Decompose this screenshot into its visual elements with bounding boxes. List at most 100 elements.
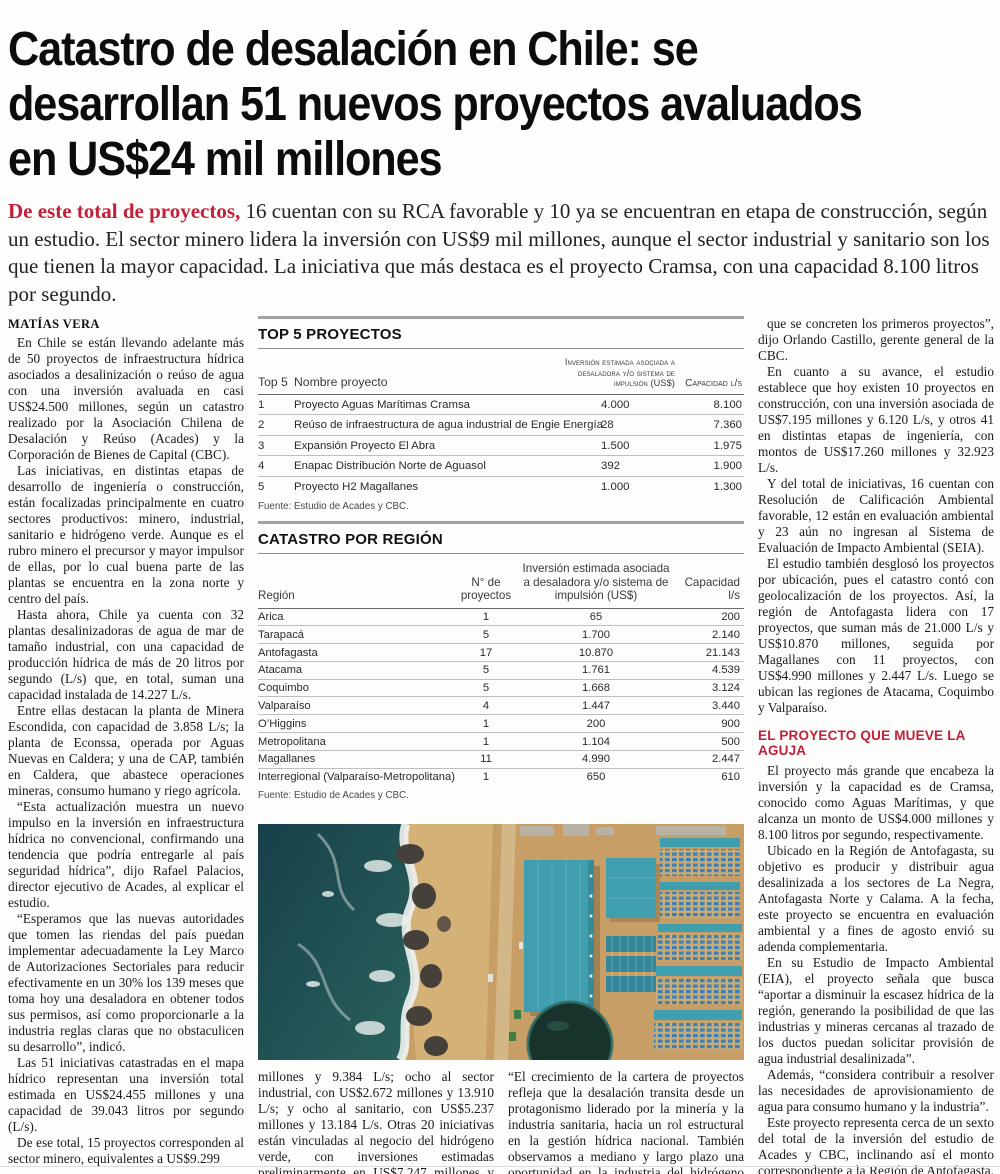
body-paragraph: Y del total de iniciativas, 16 cuentan c… xyxy=(758,476,994,555)
table-cell: 500 xyxy=(674,731,744,751)
middle-bottom-left: millones y 9.384 L/s; ocho al sector ind… xyxy=(258,1069,494,1174)
table-catastro-header: Región N° de proyectos Inversión estimad… xyxy=(258,554,744,609)
table-top5-block: TOP 5 PROYECTOS Top 5 Nombre proyecto In… xyxy=(258,316,744,521)
table-cell: 1.761 xyxy=(518,660,674,680)
headline-line: en US$24 mil millones xyxy=(8,133,443,186)
table-cell: 1 xyxy=(454,767,518,786)
body-paragraph: “El crecimiento de la cartera de proyect… xyxy=(508,1069,744,1174)
table-catastro-body: Arica 1 65 200 Tarapacá 5 1.700 2.140 Antofagast… xyxy=(258,608,744,786)
table-cell: 1.104 xyxy=(518,731,674,751)
table-cell: 1.300 xyxy=(675,475,744,496)
col-header-rank: Top 5 xyxy=(258,349,294,395)
table-cell: 4 xyxy=(258,455,294,476)
table-row: Antofagasta 17 10.870 21.143 xyxy=(258,643,744,662)
table-cell: 4.539 xyxy=(674,660,744,680)
table-cell: 1.500 xyxy=(557,434,675,456)
table-cell: 5 xyxy=(454,678,518,697)
body-paragraph: En su Estudio de Impacto Ambiental (EIA)… xyxy=(758,955,994,1066)
table-cell: 21.143 xyxy=(674,643,744,662)
table-cell: 1.447 xyxy=(518,696,674,715)
table-catastro-title: CATASTRO POR REGIÓN xyxy=(258,524,744,554)
photo-rocks xyxy=(396,844,451,1057)
col-header-region: Región xyxy=(258,554,454,609)
table-cell: 10.870 xyxy=(518,643,674,662)
body-paragraph: El estudio también desglosó los proyecto… xyxy=(758,556,994,715)
body-paragraph: millones y 9.384 L/s; ocho al sector ind… xyxy=(258,1069,494,1174)
table-row: Coquimbo 5 1.668 3.124 xyxy=(258,678,744,697)
table-cell: Antofagasta xyxy=(258,643,454,662)
table-cell: 5 xyxy=(258,475,294,496)
table-cell: 7.360 xyxy=(675,414,744,435)
table-cell: 1.668 xyxy=(518,678,674,697)
table-top5-source: Fuente: Estudio de Acades y CBC. xyxy=(258,501,409,512)
headline-line: desarrollan 51 nuevos proyectos avaluado… xyxy=(8,78,863,131)
table-row: Interregional (Valparaíso-Metropolitana)… xyxy=(258,767,744,786)
lede-text: 16 cuentan con su RCA favorable y 10 ya … xyxy=(8,199,990,306)
table-cell: Expansión Proyecto El Abra xyxy=(294,434,557,456)
column-right-top-paragraphs: que se concreten los primeros proyectos”… xyxy=(758,316,994,716)
col-header-capacity: Capacidad l/s xyxy=(675,349,744,395)
middle-bottom-right: “El crecimiento de la cartera de proyect… xyxy=(508,1069,744,1174)
photo-green-details xyxy=(509,1010,521,1042)
body-paragraph: que se concreten los primeros proyectos”… xyxy=(758,316,994,363)
table-catastro: Región N° de proyectos Inversión estimad… xyxy=(258,554,744,786)
photo-vehicles xyxy=(488,942,523,983)
table-cell: Valparaíso xyxy=(258,696,454,715)
table-row: Arica 1 65 200 xyxy=(258,608,744,626)
table-cell: 1.700 xyxy=(518,625,674,644)
col-header-num-projects: N° de proyectos xyxy=(454,554,518,609)
lede-lead-in: De este total de proyectos, xyxy=(8,199,241,223)
col-header-investment: Inversión estimada asociada a desaladora… xyxy=(518,554,674,609)
table-cell: 3 xyxy=(258,434,294,456)
article-headline: Catastro de desalación en Chile: se desa… xyxy=(8,22,996,187)
page-bottom-rule xyxy=(0,1166,1000,1167)
table-cell: 2 xyxy=(258,414,294,435)
table-cell: Magallanes xyxy=(258,749,454,769)
col-header-name: Nombre proyecto xyxy=(294,349,557,395)
table-cell: 28 xyxy=(557,414,675,435)
table-row: Tarapacá 5 1.700 2.140 xyxy=(258,625,744,644)
photo-ocean xyxy=(258,824,415,1061)
table-cell: Proyecto H2 Magallanes xyxy=(294,475,557,496)
table-cell: 610 xyxy=(674,767,744,786)
column-middle: TOP 5 PROYECTOS Top 5 Nombre proyecto In… xyxy=(258,316,744,1174)
table-cell: 3.124 xyxy=(674,678,744,697)
table-cell: 8.100 xyxy=(713,398,742,411)
table-cell: 4.990 xyxy=(518,749,674,769)
table-cell: 65 xyxy=(589,611,603,624)
table-cell: 5 xyxy=(454,660,518,680)
table-top5-title: TOP 5 PROYECTOS xyxy=(258,319,744,349)
photo-main-building xyxy=(524,860,594,1013)
section-subhead: EL PROYECTO QUE MUEVE LA AGUJA xyxy=(758,728,966,758)
table-row: 4 Enapac Distribución Norte de Aguasol 392… xyxy=(258,455,744,476)
table-cell: 4.000 xyxy=(601,398,630,411)
table-row: 2 Reúso de infraestructura de agua indust… xyxy=(258,414,744,435)
body-paragraph: Este proyecto representa cerca de un sex… xyxy=(758,1115,994,1174)
photo-road xyxy=(494,824,516,1061)
table-cell: 1.000 xyxy=(557,475,675,496)
table-row: Atacama 5 1.761 4.539 xyxy=(258,660,744,680)
aerial-photo-desalination-plant xyxy=(258,824,744,1061)
column-left-paragraphs: En Chile se están llevando adelante más … xyxy=(8,335,244,1167)
body-paragraph: Las 51 iniciativas catastradas en el map… xyxy=(8,1055,244,1134)
table-cell: Coquimbo xyxy=(258,678,454,697)
table-cell: 200 xyxy=(721,611,740,624)
table-cell: 1.900 xyxy=(675,455,744,476)
body-paragraph: Entre ellas destacan la planta de Minera… xyxy=(8,703,244,798)
photo-rack-modules xyxy=(654,838,742,1051)
photo-striped-units xyxy=(606,936,656,993)
column-right-bottom-paragraphs: El proyecto más grande que encabeza la i… xyxy=(758,763,994,1174)
table-cell: Arica xyxy=(258,611,284,624)
table-row: O’Higgins 1 200 900 xyxy=(258,714,744,733)
col-header-capacity: Capacidad l/s xyxy=(674,554,744,609)
table-cell: 200 xyxy=(518,714,674,733)
table-cell: 1 xyxy=(482,611,490,624)
table-cell: 650 xyxy=(518,767,674,786)
table-row: 5 Proyecto H2 Magallanes 1.000 1.300 xyxy=(258,475,744,496)
photo-top-structures xyxy=(520,824,726,837)
table-cell: 11 xyxy=(454,749,518,769)
table-cell: Interregional (Valparaíso-Metropolitana) xyxy=(258,767,455,786)
table-cell: 1 xyxy=(258,398,265,411)
column-right: que se concreten los primeros proyectos”… xyxy=(758,316,994,1174)
